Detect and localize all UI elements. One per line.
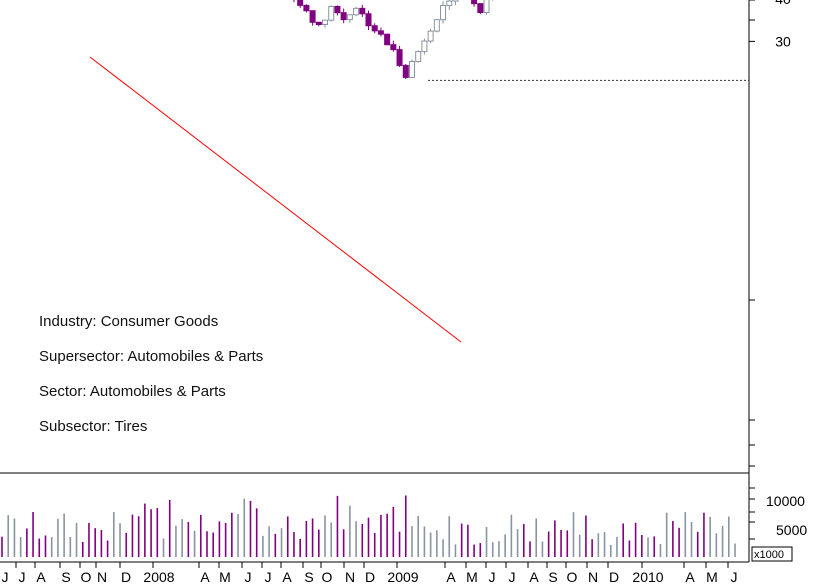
month-label: J: [731, 569, 738, 585]
month-label: J: [509, 569, 516, 585]
candle-body: [396, 49, 403, 66]
candle-body: [328, 5, 335, 21]
month-label: N: [588, 569, 598, 585]
month-label: J: [265, 569, 272, 585]
month-label: 2008: [143, 569, 174, 585]
month-label: M: [706, 569, 718, 585]
month-label: 2010: [632, 569, 663, 585]
month-label: J: [489, 569, 496, 585]
candle-body: [471, 0, 478, 5]
month-label: A: [529, 569, 539, 585]
month-label: M: [466, 569, 478, 585]
candle-body: [297, 0, 304, 6]
month-label: S: [304, 569, 313, 585]
annotation-block: Industry: Consumer Goods Supersector: Au…: [39, 313, 263, 435]
candle-body: [303, 4, 310, 12]
volume-unit-box: [751, 546, 793, 562]
month-label: N: [97, 569, 107, 585]
month-label: O: [567, 569, 578, 585]
month-label: A: [446, 569, 456, 585]
candle-body: [390, 44, 397, 51]
candle-body: [315, 21, 322, 25]
candle-body: [309, 10, 316, 23]
month-label: D: [121, 569, 131, 585]
candle-body: [483, 0, 490, 13]
volume-bars: [1, 495, 736, 557]
month-label: A: [200, 569, 210, 585]
month-label: A: [685, 569, 695, 585]
subsector-label: Subsector: Tires: [39, 418, 147, 435]
candle-body: [415, 51, 422, 63]
volume-tick-label: 5000: [776, 522, 807, 538]
candle-body: [353, 7, 360, 16]
candle-body: [365, 13, 372, 27]
candle-body: [371, 25, 378, 32]
month-label: J: [245, 569, 252, 585]
price-candles: [293, 0, 494, 79]
candle-body: [384, 33, 391, 46]
month-label: S: [61, 569, 70, 585]
candle-body: [340, 12, 347, 21]
candle-body: [452, 0, 459, 2]
month-label: S: [548, 569, 557, 585]
month-label: O: [81, 569, 92, 585]
month-label: 2009: [387, 569, 418, 585]
month-label: J: [2, 569, 9, 585]
volume-axis: 10000 5000 x1000: [749, 487, 807, 562]
month-label: A: [282, 569, 292, 585]
candle-body: [427, 30, 434, 42]
candle-body: [377, 30, 384, 35]
month-label: N: [345, 569, 355, 585]
candle-body: [322, 19, 329, 25]
candle-body: [402, 64, 409, 78]
candle-body: [440, 4, 447, 21]
candle-body: [433, 19, 440, 32]
month-label: D: [365, 569, 375, 585]
candle-body: [334, 5, 341, 14]
price-tick-label: 40: [775, 0, 791, 7]
volume-tick-label: 10000: [766, 493, 805, 509]
candle-body: [408, 61, 415, 78]
volume-unit-label: x1000: [754, 549, 784, 561]
price-tick-label: 30: [775, 33, 791, 49]
sector-label: Sector: Automobiles & Parts: [39, 383, 226, 400]
candle-body: [346, 14, 353, 21]
candle-body: [359, 7, 366, 15]
candle-body: [446, 0, 453, 6]
month-label: J: [19, 569, 26, 585]
month-label: A: [36, 569, 46, 585]
supersector-label: Supersector: Automobiles & Parts: [39, 348, 263, 365]
candle-body: [477, 3, 484, 13]
industry-label: Industry: Consumer Goods: [39, 313, 218, 330]
month-label: O: [322, 569, 333, 585]
month-label: D: [609, 569, 619, 585]
candle-body: [421, 40, 428, 53]
month-label: M: [219, 569, 231, 585]
price-axis: 11010090807060504030: [749, 0, 791, 467]
level-lines: [428, 79, 749, 81]
month-axis: J J A S O N D 2008 A M J J A S O N D 2009 A M J J A S O N D 2010 A M J: [2, 562, 738, 585]
downtrend-line: [89, 56, 462, 343]
